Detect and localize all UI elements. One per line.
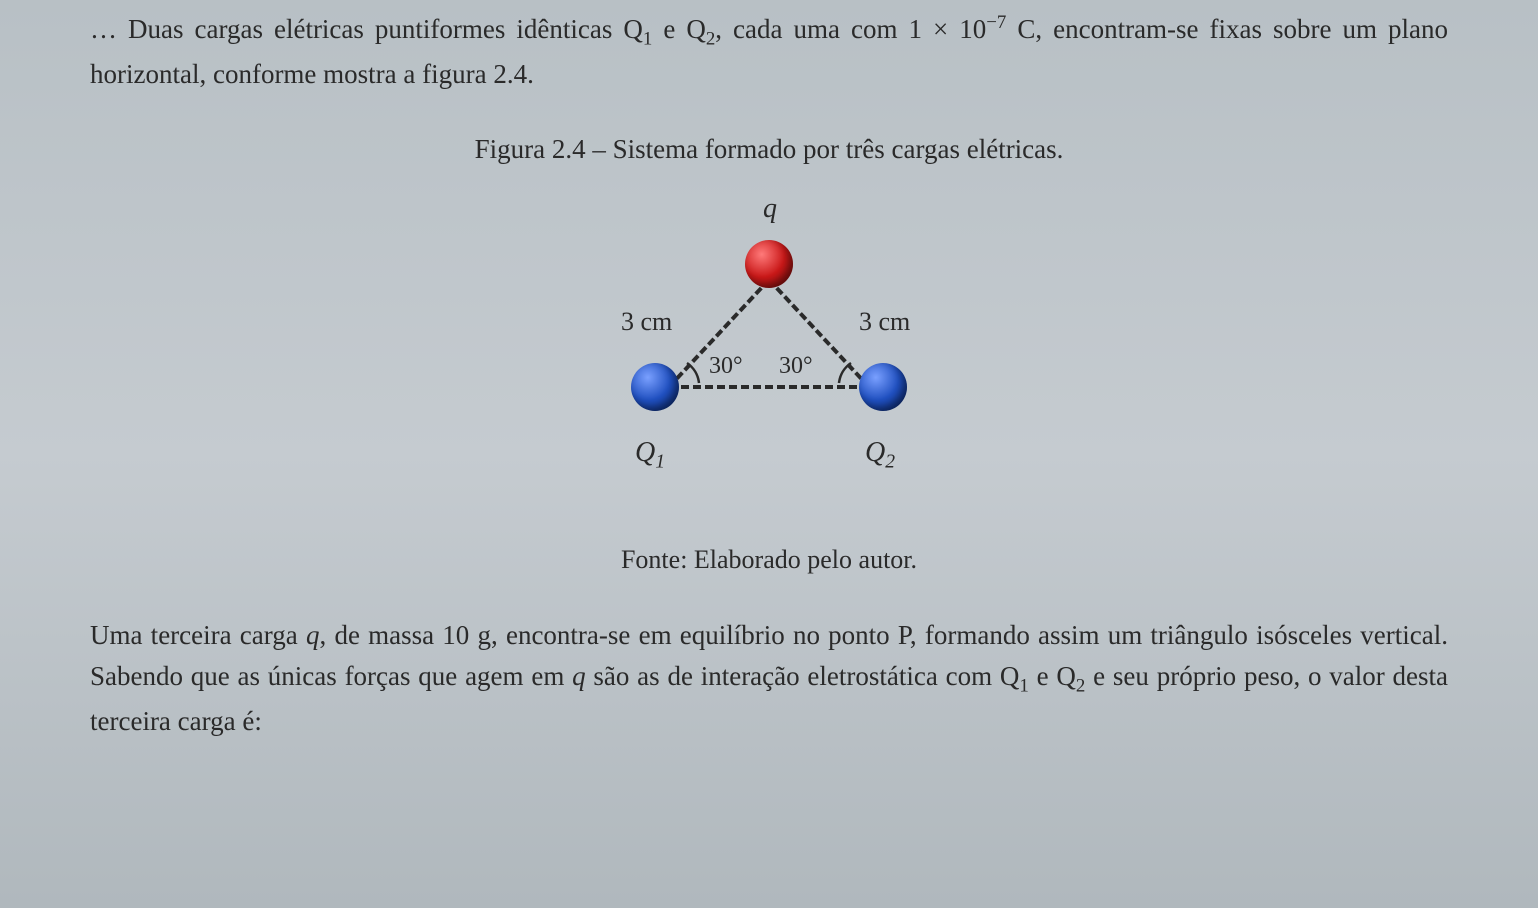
subscript-1b: 1 bbox=[1019, 676, 1028, 697]
problem-text-bottom: Uma terceira carga q, de massa 10 g, enc… bbox=[90, 615, 1448, 743]
figure-caption: Figura 2.4 – Sistema formado por três ca… bbox=[90, 134, 1448, 165]
label-q2: Q2 bbox=[865, 437, 895, 474]
diagram-container: q 3 cm 3 cm 30° 30° Q1 Q2 bbox=[90, 185, 1448, 525]
subscript-2b: 2 bbox=[1076, 676, 1085, 697]
charge-q2-ball bbox=[859, 363, 907, 411]
text-fragment: e Q bbox=[1029, 661, 1076, 691]
subscript-2: 2 bbox=[706, 28, 715, 49]
superscript-minus7: −7 bbox=[986, 12, 1006, 33]
label-3cm-left: 3 cm bbox=[621, 307, 672, 337]
italic-q: q bbox=[306, 620, 320, 650]
text-fragment: Uma terceira carga bbox=[90, 620, 306, 650]
label-30-left: 30° bbox=[709, 353, 743, 380]
italic-q2: q bbox=[572, 661, 586, 691]
text-fragment: … Duas cargas elétricas puntiformes idên… bbox=[90, 14, 643, 44]
figure-source: Fonte: Elaborado pelo autor. bbox=[90, 545, 1448, 575]
label-30-right: 30° bbox=[779, 353, 813, 380]
text-fragment: , bbox=[715, 14, 722, 44]
text-fragment: e Q bbox=[652, 14, 706, 44]
label-q1: Q1 bbox=[635, 437, 665, 474]
charge-diagram: q 3 cm 3 cm 30° 30° Q1 Q2 bbox=[569, 185, 969, 525]
text-fragment: são as de interação eletrostática com Q bbox=[586, 661, 1020, 691]
charge-q1-ball bbox=[631, 363, 679, 411]
label-q: q bbox=[763, 193, 777, 225]
label-3cm-right: 3 cm bbox=[859, 307, 910, 337]
subscript-1: 1 bbox=[643, 28, 652, 49]
q2-letter: Q bbox=[865, 437, 885, 468]
charge-q-ball bbox=[745, 240, 793, 288]
q1-letter: Q bbox=[635, 437, 655, 468]
q2-sub: 2 bbox=[885, 451, 895, 472]
problem-text-top: … Duas cargas elétricas puntiformes idên… bbox=[90, 8, 1448, 96]
text-fragment: cada uma com 1 × 10 bbox=[733, 14, 986, 44]
q1-sub: 1 bbox=[655, 451, 665, 472]
